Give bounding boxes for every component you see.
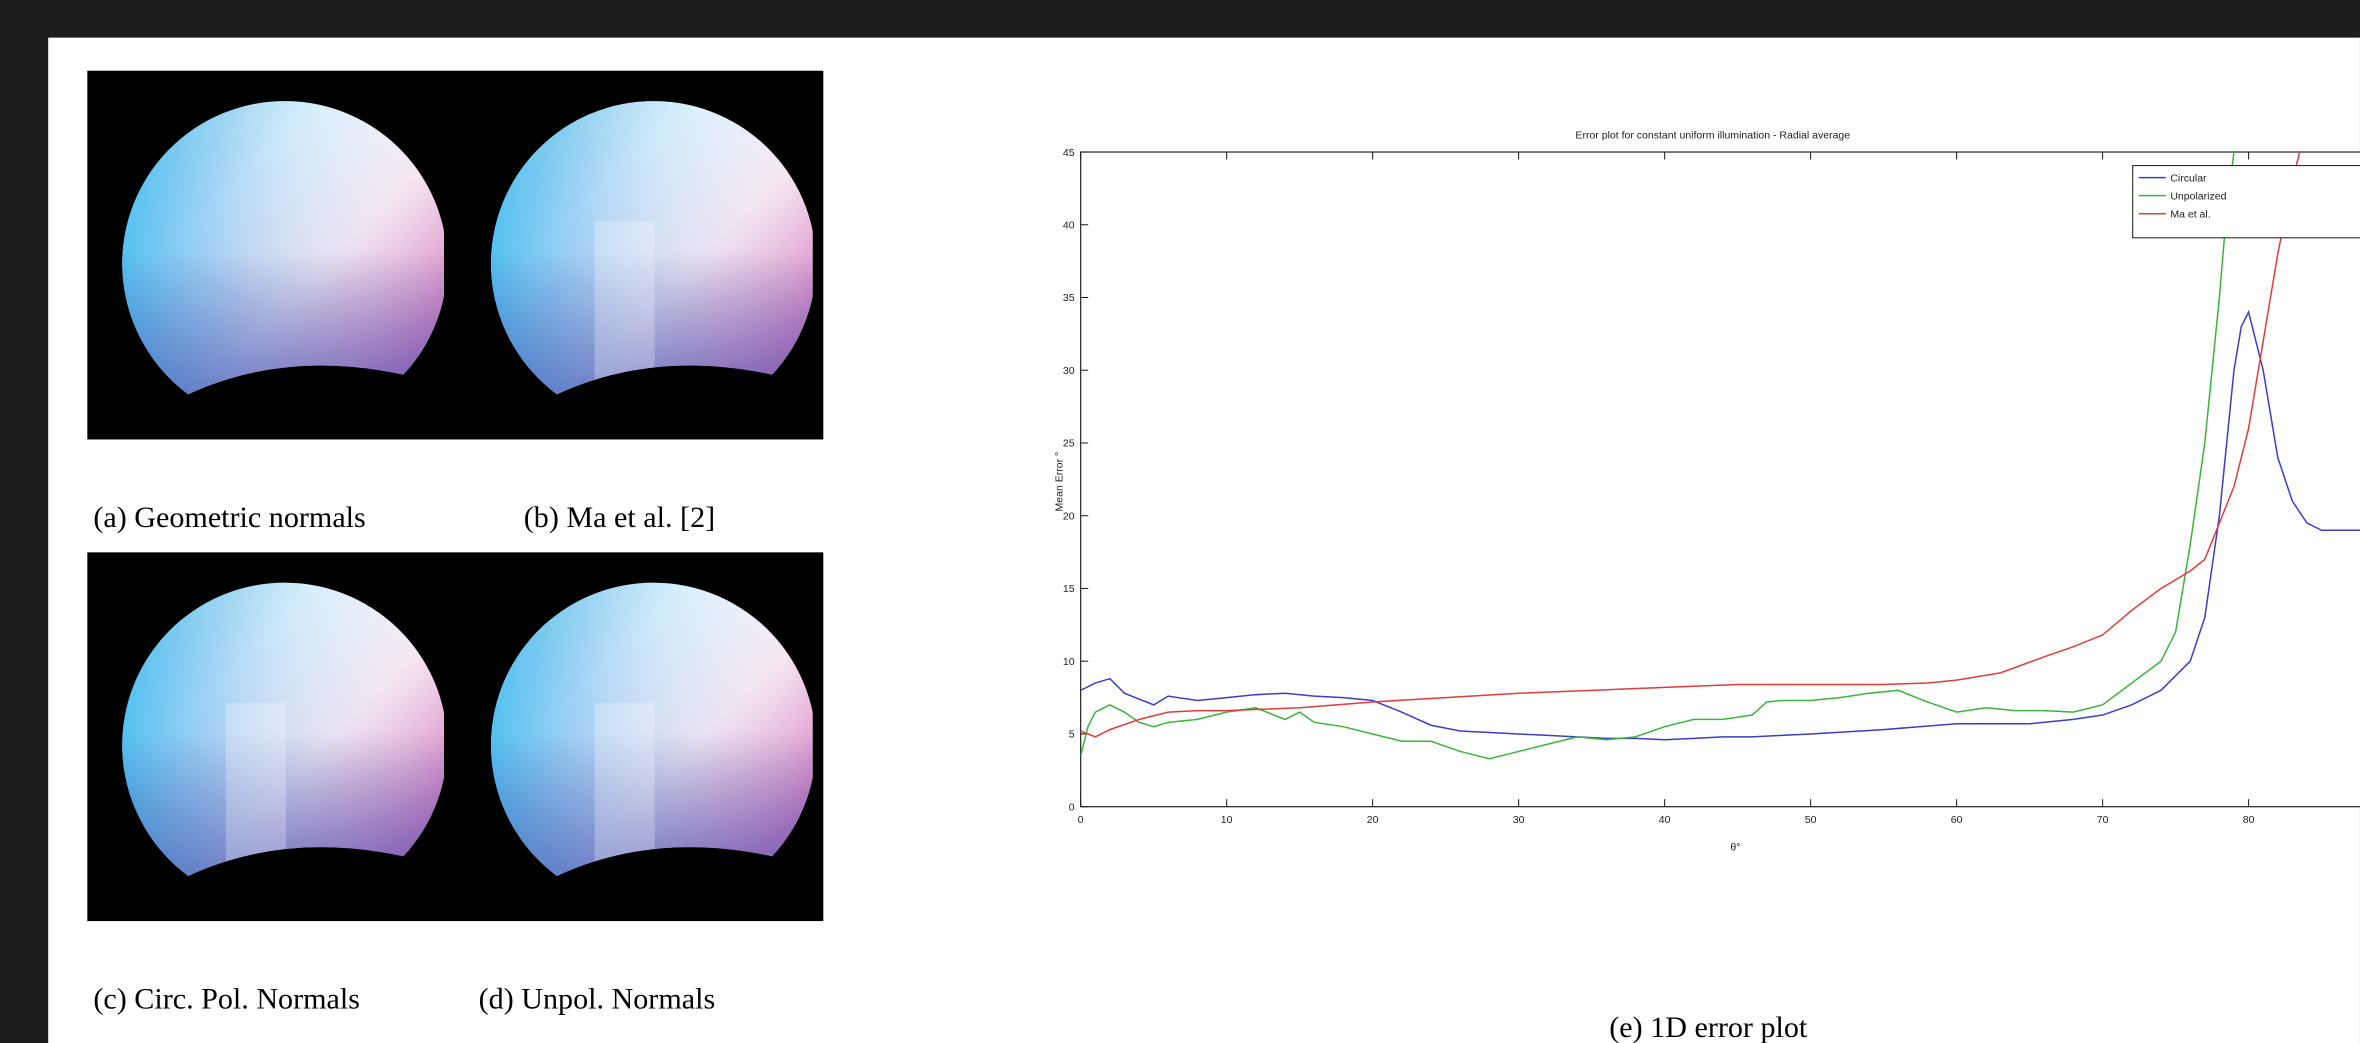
panel-caption: (a) Geometric normals [93, 500, 365, 534]
noise [594, 702, 655, 869]
series-line [1080, 152, 2301, 738]
noise [225, 702, 286, 869]
normal-map [122, 101, 445, 395]
x-tick-label: 80 [2243, 814, 2255, 826]
y-tick-label: 0 [1069, 801, 1075, 813]
x-tick-label: 20 [1367, 814, 1379, 826]
chart: Error plot for constant uniform illumina… [1054, 129, 2360, 853]
panel-caption: (b) Ma et al. [2] [524, 500, 715, 534]
y-tick-label: 30 [1063, 365, 1075, 377]
normal-shading [122, 582, 445, 876]
x-tick-label: 70 [2097, 814, 2109, 826]
y-tick-label: 45 [1063, 147, 1075, 159]
series-line [1080, 309, 2360, 741]
y-axis-label: Mean Error ° [1054, 452, 1066, 512]
noise [594, 221, 655, 387]
series-line [1080, 152, 2235, 760]
legend-label: Unpolarized [2170, 190, 2226, 202]
legend-box [2132, 165, 2360, 239]
x-axis-label: θ° [1730, 841, 1740, 853]
y-tick-label: 10 [1063, 656, 1075, 668]
plot-lines [1080, 152, 2360, 760]
normal-map [490, 582, 813, 876]
x-tick-label: 30 [1513, 814, 1525, 826]
x-tick-label: 10 [1221, 814, 1233, 826]
normal-shading [122, 101, 445, 395]
chart-title: Error plot for constant uniform illumina… [1575, 129, 1850, 141]
normal-map [490, 101, 813, 395]
x-tick-label: 60 [1951, 814, 1963, 826]
x-tick-label: 50 [1805, 814, 1817, 826]
x-tick-label: 0 [1078, 814, 1084, 826]
y-tick-label: 20 [1063, 510, 1075, 522]
y-tick-label: 35 [1063, 292, 1075, 304]
legend-label: Ma et al. [2170, 208, 2210, 220]
x-tick-label: 40 [1659, 814, 1671, 826]
normal-shading [490, 582, 813, 876]
normal-shading [490, 101, 813, 395]
legend-label: Circular [2170, 172, 2207, 184]
figure-caption: (e) 1D error plot [1609, 1010, 1808, 1043]
y-tick-label: 25 [1063, 438, 1075, 450]
normal-map [122, 582, 445, 876]
y-tick-label: 40 [1063, 220, 1075, 232]
y-tick-label: 5 [1069, 729, 1075, 741]
panel-caption: (d) Unpol. Normals [479, 981, 716, 1015]
y-tick-label: 15 [1063, 583, 1075, 595]
panel-caption: (c) Circ. Pol. Normals [93, 981, 360, 1015]
